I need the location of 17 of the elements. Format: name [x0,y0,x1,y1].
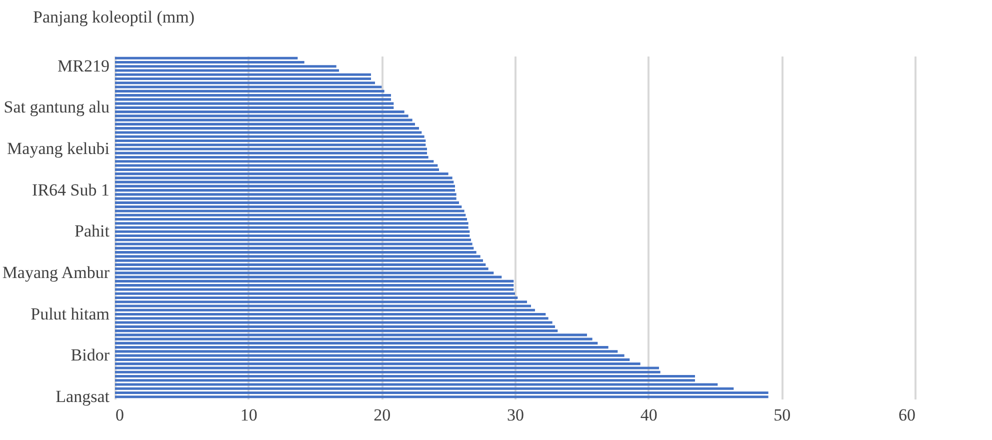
y-tick-label: Langsat [56,386,110,406]
y-tick-label: Sat gantung alu [4,98,110,117]
x-tick-label: 0 [116,406,124,424]
y-tick-label: Mayang Ambur [2,262,110,282]
y-tick-label: Bidor [70,346,110,365]
x-tick-label: 40 [640,406,658,424]
y-tick-label: Pulut hitam [30,304,110,324]
x-tick-label: 10 [240,406,258,424]
chart-title: Panjang koleoptil (mm) [33,8,194,27]
y-tick-label: Pahit [74,222,110,241]
x-tick-label: 60 [898,406,916,424]
x-tick-label: 50 [774,406,791,424]
y-tick-label: IR64 Sub 1 [32,180,110,200]
x-tick-label: 20 [374,406,391,424]
y-tick-label: Mayang kelubi [7,139,110,158]
x-tick-label: 30 [507,406,524,424]
y-tick-label: MR219 [58,56,110,76]
